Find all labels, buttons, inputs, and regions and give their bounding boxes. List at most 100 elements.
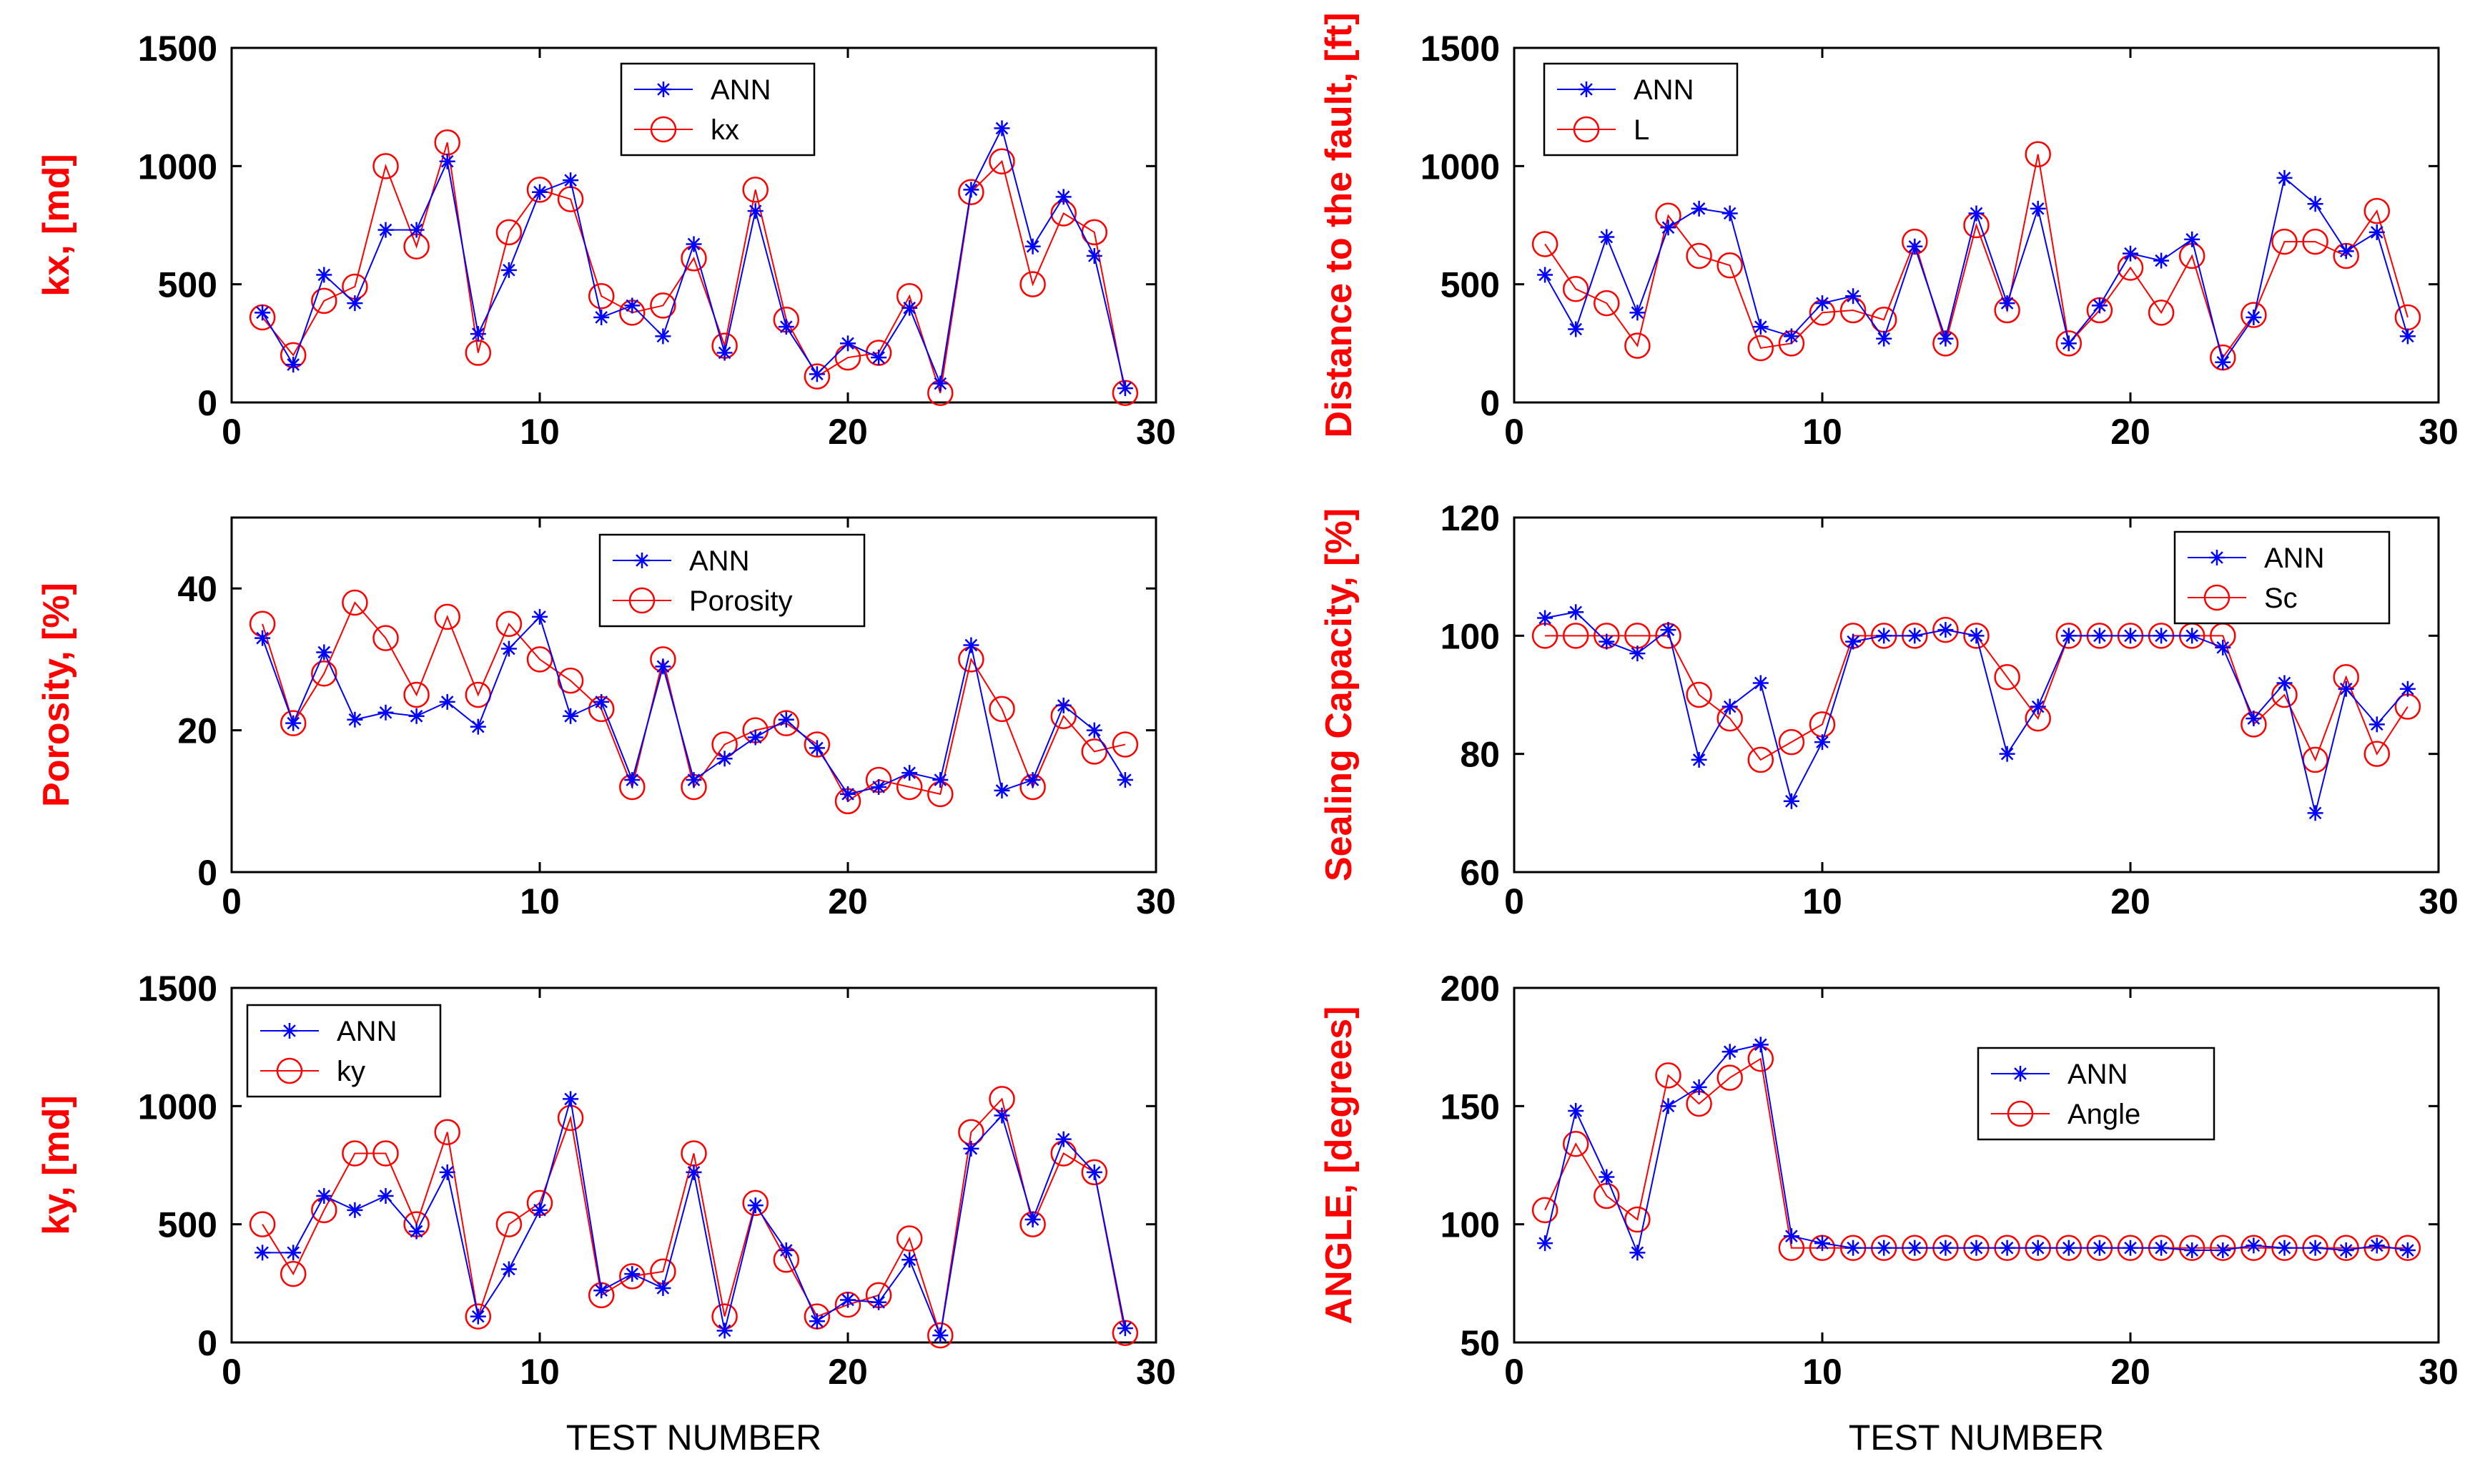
legend-label: Porosity [689, 585, 793, 617]
x-tick-label: 30 [2419, 1352, 2459, 1392]
data-point-ann [686, 772, 702, 788]
data-point-ann [1537, 267, 1553, 283]
data-point-ann [1876, 330, 1892, 347]
data-point-ky [742, 1189, 769, 1217]
y-tick-label: 0 [197, 383, 217, 423]
data-point-ann [1691, 1079, 1707, 1095]
data-point-ann [1691, 751, 1707, 768]
data-point-ann [1999, 1240, 2015, 1256]
x-tick-label: 30 [1136, 881, 1176, 921]
legend-label: Sc [2264, 583, 2298, 614]
data-point-ann [1721, 1044, 1738, 1060]
x-tick-label: 30 [1136, 1352, 1176, 1392]
data-point-kx [1019, 271, 1046, 297]
data-point-ann [2246, 711, 2262, 727]
data-point-ann [1629, 645, 1646, 662]
y-tick-label: 60 [1460, 853, 1500, 893]
legend-marker-ann [2209, 550, 2225, 565]
y-axis-label: Distance to the fault, [ft] [1318, 12, 1360, 437]
data-point-ann [1660, 1098, 1676, 1114]
data-point-ann [2338, 1242, 2354, 1259]
data-point-ann [1783, 328, 1799, 345]
data-point-ann [532, 1202, 548, 1218]
x-tick-label: 10 [1802, 881, 1842, 921]
data-point-ann [2338, 681, 2354, 697]
data-point-ann [1691, 200, 1707, 217]
y-tick-label: 20 [177, 711, 217, 751]
data-point-ann [563, 172, 579, 189]
data-point-ann [1537, 1235, 1553, 1252]
legend-label: ky [337, 1056, 365, 1087]
data-point-ann [778, 711, 794, 728]
data-point-ann [532, 608, 548, 625]
data-point-ann [686, 236, 702, 252]
data-point-ann [500, 262, 517, 278]
data-point-ann [532, 184, 548, 200]
data-point-porosity [989, 696, 1015, 723]
data-point-ann [716, 751, 733, 767]
series-ann [1537, 169, 2416, 370]
x-tick-label: 0 [222, 881, 242, 921]
x-tick-label: 30 [2419, 881, 2459, 921]
data-point-ky [249, 1211, 276, 1237]
data-point-ann [1024, 772, 1041, 788]
data-point-ann [1999, 295, 2015, 312]
legend-label: ANN [1634, 74, 1694, 106]
data-point-ann [2123, 1240, 2138, 1256]
y-tick-label: 1500 [138, 969, 217, 1009]
data-point-l [2271, 228, 2298, 255]
series-ann [255, 608, 1133, 802]
data-point-ann [563, 1091, 579, 1107]
data-point-ann [1845, 288, 1862, 305]
data-point-ann [871, 350, 887, 366]
data-point-angle [1624, 1206, 1651, 1233]
data-point-ann [408, 222, 425, 238]
legend-marker-angle [2007, 1100, 2034, 1127]
data-point-ann [1086, 247, 1102, 264]
data-point-sc [1686, 681, 1712, 708]
data-point-ann [2399, 681, 2416, 697]
data-point-ann [716, 345, 733, 361]
data-point-ann [2153, 252, 2170, 269]
data-point-ann [1660, 622, 1676, 638]
y-tick-label: 100 [1441, 616, 1500, 656]
legend-label: ANN [2068, 1059, 2128, 1090]
data-point-l [1624, 332, 1651, 359]
data-point-ann [408, 708, 425, 724]
data-point-ann [439, 1164, 455, 1180]
series-ann [255, 1091, 1133, 1344]
chart-middle-left: 0 10 20 30 0 20 40 Porosity, [%] ANN Porosity [36, 516, 1176, 921]
data-point-ann [994, 120, 1010, 137]
data-point-ann [408, 1223, 425, 1240]
data-point-ann [716, 1322, 733, 1339]
data-point-l [2241, 302, 2267, 328]
data-point-l [1531, 231, 1558, 257]
data-point-ann [563, 708, 579, 724]
data-point-l [2055, 330, 2083, 357]
data-point-ann [686, 1164, 702, 1180]
data-point-l [1594, 290, 1620, 317]
y-axis-label: ANGLE, [degrees] [1318, 1006, 1360, 1325]
data-point-ann [1055, 697, 1072, 713]
y-tick-label: 40 [177, 569, 217, 609]
y-tick-label: 200 [1441, 969, 1500, 1009]
data-point-ann [1876, 1240, 1892, 1256]
data-point-ann [1117, 772, 1133, 788]
data-point-ann [439, 693, 455, 710]
legend-box [620, 62, 816, 157]
data-point-sc [1747, 746, 1774, 773]
data-point-ann [2030, 698, 2046, 715]
series-line-ky [262, 1097, 1126, 1336]
data-point-ann [901, 765, 918, 781]
data-point-porosity [311, 660, 337, 687]
data-point-ky [927, 1322, 954, 1349]
data-point-angle [1562, 1130, 1589, 1157]
data-point-porosity [773, 710, 800, 736]
data-point-sc [1932, 616, 1959, 643]
legend-box [246, 1004, 442, 1098]
chart-top-right: 0 10 20 30 0 500 1000 1500 Distance to the fault… [1318, 12, 2459, 452]
data-point-ann [1937, 1240, 1954, 1256]
y-tick-label: 0 [1480, 383, 1500, 423]
series-ann [255, 120, 1133, 397]
